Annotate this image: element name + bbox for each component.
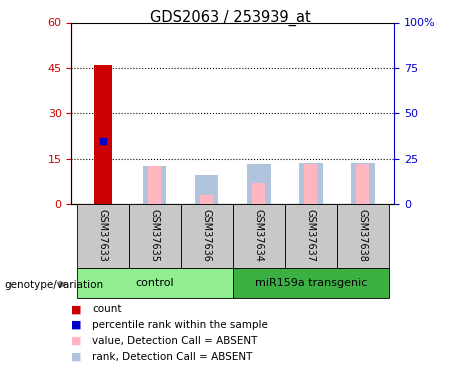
Text: ■: ■ — [71, 352, 82, 362]
Bar — [252, 183, 266, 204]
Bar — [195, 175, 219, 204]
Bar — [356, 164, 369, 204]
Text: control: control — [136, 278, 174, 288]
Bar — [148, 166, 161, 204]
Bar — [285, 204, 337, 268]
Bar — [143, 166, 166, 204]
Text: GSM37634: GSM37634 — [254, 210, 264, 262]
Text: GSM37637: GSM37637 — [306, 210, 316, 262]
Text: ■: ■ — [71, 304, 82, 314]
Text: ■: ■ — [71, 320, 82, 330]
Bar — [200, 195, 213, 204]
Text: value, Detection Call = ABSENT: value, Detection Call = ABSENT — [92, 336, 258, 346]
Bar — [77, 268, 233, 298]
Text: rank, Detection Call = ABSENT: rank, Detection Call = ABSENT — [92, 352, 253, 362]
Text: genotype/variation: genotype/variation — [5, 280, 104, 290]
Text: ■: ■ — [71, 336, 82, 346]
Text: GSM37638: GSM37638 — [358, 210, 368, 262]
Text: percentile rank within the sample: percentile rank within the sample — [92, 320, 268, 330]
Bar — [233, 268, 389, 298]
Text: GSM37633: GSM37633 — [98, 210, 108, 262]
Text: GSM37635: GSM37635 — [150, 210, 160, 262]
Bar — [181, 204, 233, 268]
Bar — [337, 204, 389, 268]
Text: count: count — [92, 304, 122, 314]
Text: miR159a transgenic: miR159a transgenic — [254, 278, 367, 288]
Bar — [299, 162, 323, 204]
Text: GSM37636: GSM37636 — [202, 210, 212, 262]
Bar — [129, 204, 181, 268]
Bar — [77, 204, 129, 268]
Bar — [233, 204, 285, 268]
Bar — [94, 65, 112, 204]
Bar — [351, 162, 375, 204]
Bar — [304, 164, 317, 204]
Bar — [247, 164, 271, 204]
Text: GDS2063 / 253939_at: GDS2063 / 253939_at — [150, 9, 311, 26]
